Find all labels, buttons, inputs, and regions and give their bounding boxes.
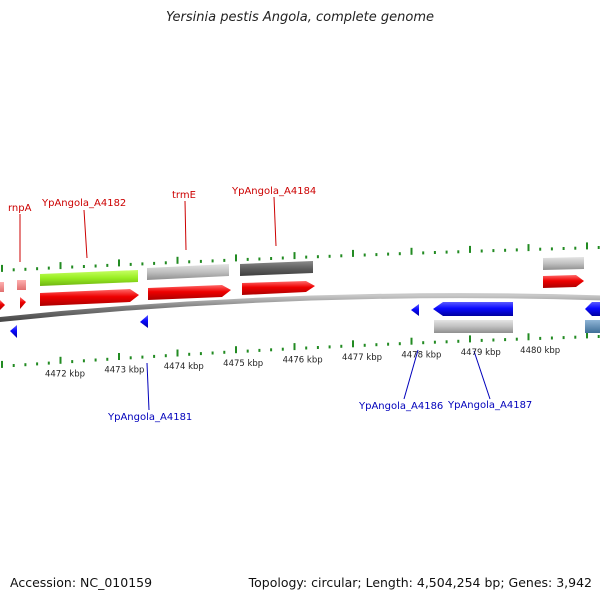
- cds-arrow-forward: [242, 281, 315, 295]
- cds-arrow-reverse: [433, 302, 513, 316]
- axis-label: 4479 kbp: [461, 348, 501, 358]
- inner-tick-track: [1, 331, 600, 368]
- leader-A4182: [83, 209, 88, 259]
- cds-forward-track: [0, 275, 584, 310]
- leader-A4186: [403, 349, 419, 400]
- gene-label-A4186: YpAngola_A4186: [358, 401, 443, 412]
- genome-backbone: [0, 293, 600, 323]
- gene-labels-top: rnpA YpAngola_A4182 trmE YpAngola_A4184: [8, 186, 316, 214]
- feature-gray-right: [543, 257, 584, 270]
- gene-label-A4184: YpAngola_A4184: [231, 186, 316, 197]
- axis-label: 4473 kbp: [104, 366, 144, 376]
- gene-label-rnpA: rnpA: [8, 203, 32, 214]
- leader-A4181: [146, 362, 150, 411]
- cds-arrow-forward: [40, 289, 139, 306]
- cds-arrow-forward: [543, 275, 584, 288]
- page-title: Yersinia pestis Angola, complete genome: [166, 10, 434, 25]
- cds-arrow-reverse: [411, 304, 419, 316]
- cds-arrow-reverse: [585, 302, 600, 316]
- feature-gray-lower: [434, 320, 513, 333]
- cds-arrow-reverse: [10, 325, 17, 338]
- feature-track-upper: [0, 257, 584, 292]
- leader-A4184: [273, 196, 277, 247]
- gene-label-A4181: YpAngola_A4181: [107, 412, 192, 423]
- genome-summary-text: Topology: circular; Length: 4,504,254 bp…: [248, 575, 592, 590]
- feature-green: [40, 270, 138, 286]
- axis-label: 4477 kbp: [342, 353, 382, 363]
- axis-labels: 4472 kbp 4473 kbp 4474 kbp 4475 kbp 4476 kbp…: [45, 346, 560, 380]
- axis-label: 4478 kbp: [401, 350, 441, 360]
- axis-label: 4480 kbp: [520, 346, 560, 356]
- cds-arrow-forward: [148, 285, 231, 300]
- axis-label: 4474 kbp: [164, 362, 204, 372]
- gene-labels-bottom: YpAngola_A4181 YpAngola_A4186 YpAngola_A…: [107, 400, 532, 423]
- cds-arrow-reverse: [140, 315, 148, 328]
- outer-tick-track: [1, 242, 600, 272]
- cds-arrow-forward: [0, 300, 5, 310]
- axis-label: 4472 kbp: [45, 370, 85, 380]
- cds-reverse-track: [10, 302, 600, 338]
- accession-text: Accession: NC_010159: [10, 575, 153, 590]
- gene-label-A4182: YpAngola_A4182: [41, 198, 126, 209]
- gene-label-trmE: trmE: [172, 190, 196, 201]
- label-leaders: [19, 196, 491, 411]
- cds-arrow-forward: [20, 297, 26, 309]
- axis-label: 4476 kbp: [283, 356, 323, 366]
- feature-pink-left: [0, 282, 4, 292]
- feature-dark: [240, 261, 313, 276]
- feature-steel: [585, 320, 600, 333]
- leader-A4187: [473, 350, 491, 400]
- feature-gray: [147, 264, 229, 280]
- leader-trmE: [184, 200, 187, 251]
- gene-label-A4187: YpAngola_A4187: [447, 400, 532, 411]
- axis-label: 4475 kbp: [223, 359, 263, 369]
- feature-pink: [17, 280, 26, 290]
